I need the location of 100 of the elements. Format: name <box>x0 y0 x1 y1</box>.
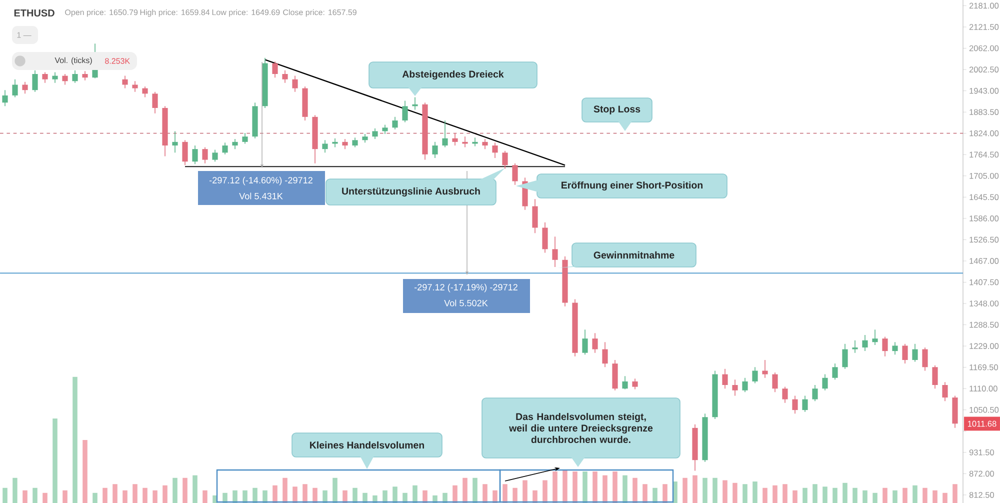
bar <box>62 490 68 503</box>
candlestick <box>802 395 808 412</box>
candlestick <box>412 96 418 110</box>
candlestick <box>912 344 918 362</box>
y-tick-label: 1110.00 <box>970 386 998 392</box>
candlestick <box>722 368 728 389</box>
bar <box>742 484 748 503</box>
bar <box>482 484 488 503</box>
ref-line-label: Stop Loss <box>594 106 640 114</box>
bar <box>692 475 698 503</box>
candlestick <box>72 70 78 84</box>
candlestick <box>732 379 738 396</box>
candlestick <box>212 149 218 162</box>
bar <box>52 418 58 503</box>
bar <box>132 484 138 503</box>
y-tick-label: 2181.00 <box>969 2 999 9</box>
candlestick <box>152 91 158 114</box>
bar <box>292 486 298 503</box>
bar <box>832 488 838 503</box>
bar <box>662 484 668 503</box>
candlestick <box>182 140 188 166</box>
bar <box>422 490 428 503</box>
bar <box>842 482 848 503</box>
y-tick-label: 1705.00 <box>970 172 999 179</box>
bar <box>732 482 738 503</box>
annotation: Das Handelsvolumen steigt, weil die untere Dreiecksgrenze durchbrochen wurde. <box>509 412 653 444</box>
bar <box>792 490 798 503</box>
y-tick-label: 812.50 <box>969 492 994 498</box>
candlestick <box>432 142 438 158</box>
candlestick <box>902 344 908 364</box>
bar <box>802 488 808 503</box>
candlestick <box>132 80 138 92</box>
bar <box>762 488 768 503</box>
candlestick <box>452 132 458 146</box>
annotation: Eröffnung einer Short-Position <box>562 181 702 191</box>
bar <box>302 484 308 503</box>
candlestick <box>52 72 58 84</box>
candlestick <box>172 130 178 154</box>
y-tick-label: 1943.00 <box>970 88 999 94</box>
candlestick <box>472 137 478 147</box>
bar <box>72 376 78 503</box>
candlestick <box>602 342 608 368</box>
bar <box>612 471 618 503</box>
candlestick <box>832 363 838 380</box>
bar <box>752 482 758 503</box>
candlestick <box>512 162 518 186</box>
bar <box>282 478 288 503</box>
candlestick <box>882 336 888 357</box>
candlestick <box>462 136 468 148</box>
bar <box>542 480 548 503</box>
candlestick <box>782 386 788 404</box>
y-tick-label: 1645.50 <box>970 194 999 200</box>
bar <box>582 471 588 503</box>
bar <box>452 485 458 503</box>
candlestick <box>852 340 858 354</box>
bar <box>332 478 338 503</box>
bar <box>182 478 188 503</box>
bar <box>592 471 598 503</box>
candlestick <box>42 72 48 84</box>
candlestick <box>352 137 358 148</box>
y-tick-label: 1764.50 <box>970 152 999 158</box>
candlestick <box>232 138 238 150</box>
annotation: Open price: 1650.79 <box>65 9 138 17</box>
bar <box>712 478 718 503</box>
y-tick-label: 2002.50 <box>969 66 999 72</box>
annotation: Absteigendes Dreieck <box>402 70 504 80</box>
annotation: 8.253K <box>105 58 130 64</box>
candlestick <box>922 347 928 372</box>
candlestick <box>552 236 558 268</box>
text: ETHUSD <box>14 9 54 17</box>
y-tick-label: 1407.50 <box>970 279 999 286</box>
bar <box>222 492 228 503</box>
bar <box>502 484 508 503</box>
candlestick <box>2 90 8 107</box>
bar <box>922 488 928 503</box>
annotation: -297.12 (-17.19%) -29712 <box>414 284 518 292</box>
y-tick-label: 1526.50 <box>970 236 999 243</box>
candlestick <box>582 329 588 356</box>
bar <box>902 488 908 503</box>
annotation: 1 — <box>17 32 32 38</box>
candlestick <box>442 120 448 148</box>
annotation: Vol 5.502K <box>444 300 488 306</box>
bar <box>102 488 108 503</box>
y-tick-label: 1467.00 <box>970 258 999 264</box>
bar <box>252 488 258 503</box>
candlestick <box>382 124 388 134</box>
candlestick <box>502 150 508 170</box>
bar <box>232 490 238 503</box>
candlestick <box>402 100 408 123</box>
bar <box>262 490 268 503</box>
bar <box>362 492 368 503</box>
candlestick <box>632 378 638 390</box>
y-tick-label: 2062.00 <box>969 45 999 52</box>
candlestick <box>592 332 598 354</box>
bar <box>632 478 638 503</box>
candlestick <box>282 70 288 84</box>
y-tick-label: 1288.50 <box>970 322 999 328</box>
annotation: High price: 1659.84 <box>140 9 210 17</box>
candlestick <box>892 342 898 356</box>
candlestick <box>622 376 628 390</box>
